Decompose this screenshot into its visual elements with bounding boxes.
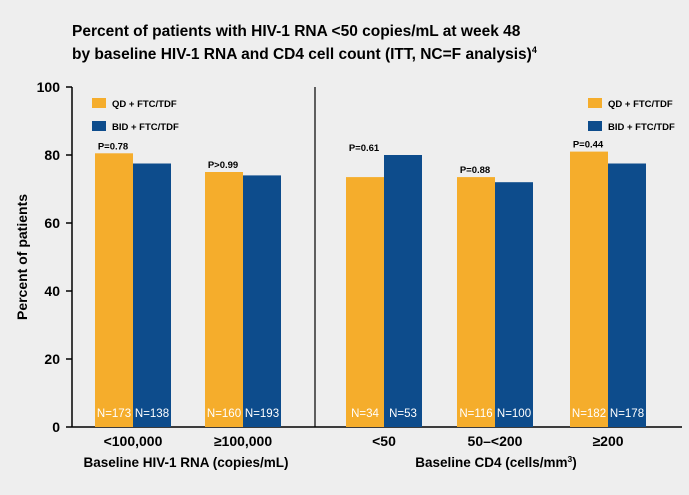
legend-swatch (588, 121, 602, 131)
bar-n-label: N=193 (245, 408, 279, 420)
x-axis-label-text: Baseline HIV-1 RNA (copies/mL) (83, 455, 288, 470)
y-tick-label: 80 (44, 147, 60, 163)
x-axis-label-text: Baseline CD4 (cells/mm (415, 455, 567, 470)
bar (95, 153, 133, 428)
x-tick-label: <100,000 (104, 433, 163, 449)
p-value-label: P>0.99 (208, 160, 238, 171)
legend-swatch (588, 98, 602, 108)
chart-title-line2: by baseline HIV-1 RNA and CD4 cell count… (72, 41, 672, 64)
bar (570, 151, 608, 427)
chart-title-reference: 4 (531, 45, 537, 55)
p-value-label: P=0.88 (460, 165, 490, 176)
bar-n-label: N=53 (389, 408, 417, 420)
x-tick-label: 50–<200 (468, 433, 523, 449)
x-axis-label-superscript: 3 (568, 454, 573, 464)
p-value-label: P=0.78 (98, 141, 128, 152)
bar (346, 177, 384, 427)
legend-label: QD + FTC/TDF (608, 99, 673, 110)
y-tick-label: 0 (52, 419, 60, 435)
bar (608, 163, 646, 427)
chart-title: Percent of patients with HIV-1 RNA <50 c… (72, 22, 672, 64)
x-axis-label: Baseline HIV-1 RNA (copies/mL) (83, 455, 288, 470)
legend-label: BID + FTC/TDF (112, 122, 179, 133)
bar-n-label: N=100 (497, 408, 531, 420)
bar-n-label: N=160 (207, 408, 241, 420)
y-tick-label: 100 (37, 79, 61, 95)
bar (457, 177, 495, 427)
bar-n-label: N=173 (97, 408, 131, 420)
p-value-label: P=0.44 (573, 140, 604, 151)
legend-label: QD + FTC/TDF (112, 99, 177, 110)
chart-title-line2-text: by baseline HIV-1 RNA and CD4 cell count… (72, 46, 532, 64)
bar (384, 155, 422, 427)
p-value-label: P=0.61 (349, 143, 380, 154)
bar (495, 182, 533, 427)
y-tick-label: 20 (44, 351, 60, 367)
y-tick-label: 40 (44, 283, 60, 299)
x-tick-label: ≥200 (592, 433, 623, 449)
x-axis-label-end: ) (572, 455, 577, 470)
y-axis-label: Percent of patients (14, 194, 30, 320)
bar-n-label: N=116 (459, 408, 492, 420)
bar-n-label: N=34 (351, 408, 379, 420)
x-axis-label: Baseline CD4 (cells/mm3) (415, 454, 577, 470)
bar (133, 163, 171, 427)
legend-swatch (92, 98, 106, 108)
x-tick-label: ≥100,000 (214, 433, 273, 449)
legend-swatch (92, 121, 106, 131)
bar (243, 175, 281, 427)
bar-n-label: N=178 (610, 408, 644, 420)
chart-title-line1: Percent of patients with HIV-1 RNA <50 c… (72, 23, 521, 40)
bar (205, 172, 243, 427)
legend-label: BID + FTC/TDF (608, 122, 675, 133)
y-tick-label: 60 (44, 215, 60, 231)
bar-n-label: N=182 (572, 408, 606, 420)
bar-n-label: N=138 (135, 408, 169, 420)
x-tick-label: <50 (372, 433, 396, 449)
